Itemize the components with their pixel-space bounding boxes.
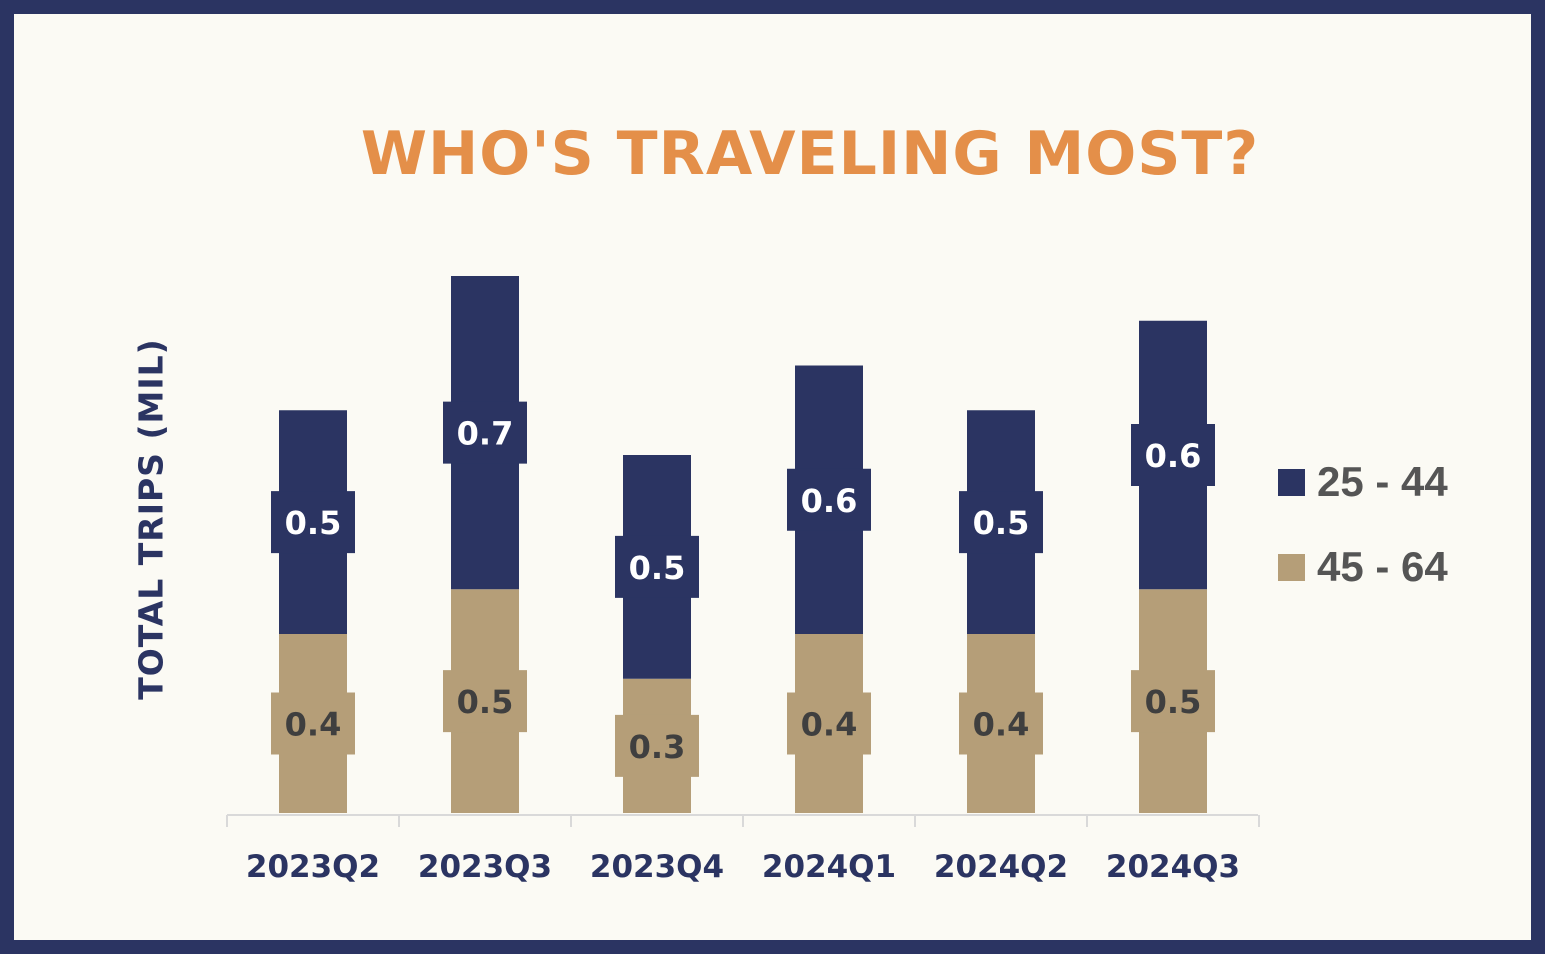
data-label: 0.5 (629, 549, 686, 587)
data-label-box (443, 401, 527, 464)
data-label: 0.5 (973, 504, 1030, 542)
data-label: 0.5 (285, 504, 342, 542)
x-tick-label: 2023Q4 (590, 849, 724, 885)
data-label-box (959, 692, 1043, 755)
data-label-box (787, 692, 871, 755)
data-label: 0.5 (1145, 683, 1202, 721)
data-label-box (271, 692, 355, 755)
data-label: 0.7 (457, 415, 514, 453)
chart-title: WHO'S TRAVELING MOST? (360, 119, 1260, 189)
x-tick-label: 2023Q3 (418, 849, 552, 885)
data-label: 0.4 (285, 706, 342, 744)
legend-swatch-45-64 (1278, 553, 1305, 581)
x-tick-label: 2024Q1 (762, 849, 896, 885)
data-label-box (271, 491, 355, 554)
data-label: 0.6 (801, 482, 858, 520)
data-label-box (615, 714, 699, 777)
x-tick-label: 2024Q3 (1106, 849, 1240, 885)
data-label: 0.3 (629, 728, 686, 766)
data-label-box (959, 491, 1043, 554)
data-label-box (787, 468, 871, 531)
data-label: 0.6 (1145, 437, 1202, 475)
data-label: 0.4 (801, 706, 858, 744)
legend-item-45-64: 45 - 64 (1278, 543, 1448, 591)
x-tick-label: 2024Q2 (934, 849, 1068, 885)
data-label-box (615, 535, 699, 598)
data-label: 0.5 (457, 683, 514, 721)
legend-swatch-25-44 (1278, 468, 1305, 496)
data-label-box (443, 670, 527, 733)
x-tick-label: 2023Q2 (246, 849, 380, 885)
legend-item-25-44: 25 - 44 (1278, 458, 1448, 506)
data-label-box (1131, 670, 1215, 733)
data-label: 0.4 (973, 706, 1030, 744)
legend-label-25-44: 25 - 44 (1317, 458, 1448, 505)
legend-label-45-64: 45 - 64 (1317, 543, 1448, 590)
data-label-box (1131, 424, 1215, 486)
